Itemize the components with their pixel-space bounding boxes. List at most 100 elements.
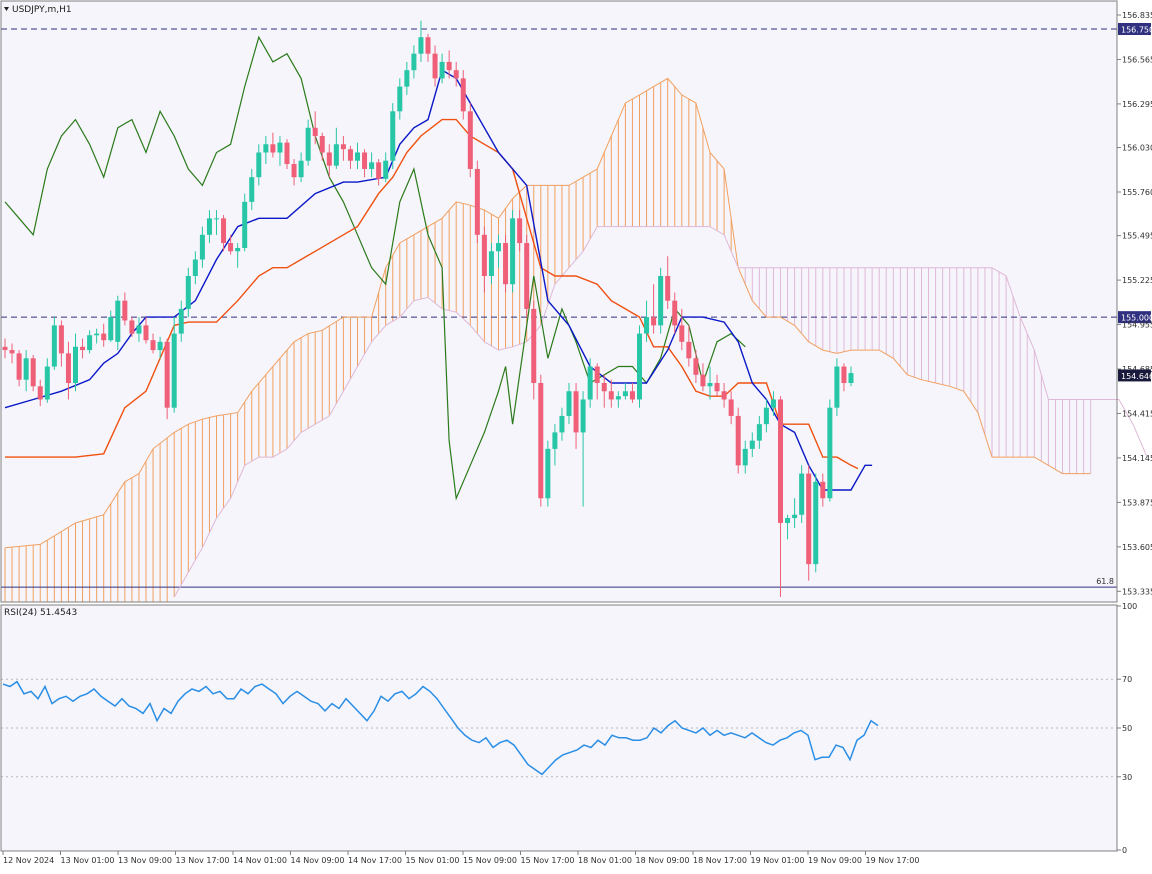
- candle-body[interactable]: [206, 218, 212, 235]
- candle-body[interactable]: [735, 415, 741, 466]
- candle-body[interactable]: [637, 333, 642, 400]
- candle-body[interactable]: [355, 152, 360, 161]
- candle-body[interactable]: [488, 251, 494, 276]
- candle-body[interactable]: [714, 383, 720, 392]
- candle-body[interactable]: [531, 308, 537, 384]
- candle-body[interactable]: [263, 144, 269, 153]
- candle-body[interactable]: [439, 61, 445, 79]
- candle-body[interactable]: [277, 142, 283, 153]
- candle-body[interactable]: [347, 149, 353, 161]
- candle-body[interactable]: [841, 366, 847, 384]
- candle-body[interactable]: [608, 391, 614, 400]
- candle-body[interactable]: [742, 448, 748, 466]
- candle-body[interactable]: [73, 346, 78, 384]
- candle-body[interactable]: [580, 399, 586, 433]
- candle-body[interactable]: [376, 162, 382, 179]
- candle-body[interactable]: [834, 366, 840, 408]
- candle-body[interactable]: [467, 111, 473, 169]
- candle-body[interactable]: [573, 391, 579, 433]
- candle-body[interactable]: [305, 127, 311, 161]
- candle-body[interactable]: [362, 152, 368, 169]
- candle-body[interactable]: [171, 333, 177, 408]
- candle-body[interactable]: [460, 78, 466, 112]
- candle-body[interactable]: [425, 37, 431, 54]
- candle-body[interactable]: [728, 399, 734, 416]
- candle-body[interactable]: [517, 218, 523, 244]
- candle-body[interactable]: [214, 218, 219, 220]
- candle-body[interactable]: [672, 300, 678, 326]
- candle-body[interactable]: [340, 144, 346, 150]
- candle-body[interactable]: [115, 300, 121, 342]
- candle-body[interactable]: [679, 325, 685, 342]
- candle-body[interactable]: [474, 168, 480, 235]
- candle-body[interactable]: [418, 37, 424, 54]
- candle-body[interactable]: [157, 341, 163, 351]
- candle-body[interactable]: [827, 407, 833, 499]
- candle-body[interactable]: [101, 333, 107, 341]
- candle-body[interactable]: [481, 234, 487, 276]
- candle-body[interactable]: [390, 111, 396, 161]
- candle-body[interactable]: [9, 350, 15, 354]
- candle-body[interactable]: [369, 162, 375, 169]
- candle-body[interactable]: [44, 366, 50, 400]
- candle-body[interactable]: [65, 353, 71, 384]
- symbol-header[interactable]: USDJPY,m,H1: [4, 5, 72, 15]
- candle-body[interactable]: [629, 391, 635, 400]
- candle-body[interactable]: [235, 247, 241, 252]
- candle-body[interactable]: [94, 333, 100, 336]
- candle-body[interactable]: [848, 373, 854, 384]
- candle-body[interactable]: [622, 391, 628, 397]
- candle-body[interactable]: [312, 127, 318, 137]
- candle-body[interactable]: [594, 366, 600, 384]
- candle-body[interactable]: [615, 396, 621, 400]
- candle-body[interactable]: [799, 473, 805, 515]
- candle-body[interactable]: [129, 320, 135, 334]
- candle-body[interactable]: [326, 152, 332, 166]
- candle-body[interactable]: [453, 70, 459, 79]
- candle-body[interactable]: [806, 473, 812, 565]
- candle-body[interactable]: [185, 275, 191, 309]
- candle-body[interactable]: [566, 391, 572, 416]
- candle-body[interactable]: [538, 383, 544, 499]
- candle-body[interactable]: [785, 518, 791, 523]
- candle-body[interactable]: [665, 275, 671, 301]
- candle-body[interactable]: [820, 481, 826, 499]
- candle-body[interactable]: [298, 160, 304, 178]
- candle-body[interactable]: [446, 61, 452, 71]
- candle-body[interactable]: [80, 346, 86, 351]
- candle-body[interactable]: [37, 386, 43, 400]
- candle-body[interactable]: [721, 391, 727, 400]
- candle-body[interactable]: [813, 481, 819, 565]
- candle-body[interactable]: [545, 448, 551, 499]
- candle-body[interactable]: [284, 142, 290, 165]
- candle-body[interactable]: [164, 341, 170, 408]
- candle-body[interactable]: [221, 218, 227, 244]
- candle-body[interactable]: [770, 399, 776, 408]
- candle-body[interactable]: [559, 415, 565, 433]
- candle-body[interactable]: [2, 346, 8, 351]
- candle-body[interactable]: [249, 177, 255, 202]
- candle-body[interactable]: [199, 234, 205, 260]
- candle-body[interactable]: [108, 317, 114, 341]
- candle-body[interactable]: [30, 358, 36, 387]
- candle-body[interactable]: [87, 335, 93, 351]
- candle-body[interactable]: [651, 317, 657, 326]
- candle-body[interactable]: [693, 358, 699, 375]
- candle-body[interactable]: [51, 325, 57, 367]
- candle-body[interactable]: [411, 53, 417, 71]
- candle-body[interactable]: [432, 53, 438, 79]
- candle-body[interactable]: [552, 432, 558, 449]
- candle-body[interactable]: [601, 383, 607, 392]
- candle-body[interactable]: [122, 300, 128, 321]
- candle-body[interactable]: [763, 407, 769, 425]
- candle-body[interactable]: [136, 325, 142, 334]
- candle-body[interactable]: [256, 152, 262, 178]
- candle-body[interactable]: [587, 366, 593, 400]
- candle-body[interactable]: [707, 383, 713, 387]
- candle-body[interactable]: [792, 514, 798, 519]
- candle-body[interactable]: [644, 317, 650, 334]
- candle-body[interactable]: [778, 399, 783, 523]
- triangle-down-icon[interactable]: [4, 7, 9, 11]
- candle-body[interactable]: [242, 201, 248, 248]
